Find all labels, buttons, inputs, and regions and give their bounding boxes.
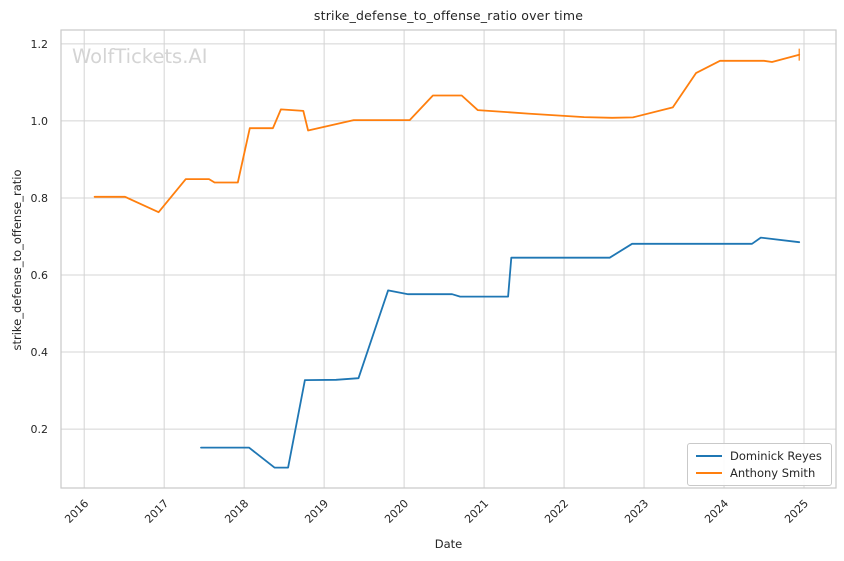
x-tick-label: 2022 <box>542 497 571 526</box>
legend-line-sample-blue <box>696 455 722 457</box>
x-tick-label: 2024 <box>702 497 731 526</box>
y-tick-label: 1.0 <box>31 115 49 128</box>
line-anthony-smith <box>93 53 801 214</box>
x-tick-label: 2025 <box>782 497 811 526</box>
x-tick-label: 2016 <box>62 497 91 526</box>
y-tick-label: 1.2 <box>31 38 49 51</box>
x-tick-label: 2020 <box>382 497 411 526</box>
line-dominick-reyes <box>200 236 801 469</box>
x-axis-label: Date <box>434 537 463 551</box>
plot-border <box>60 29 837 489</box>
x-tick-label: 2023 <box>622 497 651 526</box>
legend-item-anthony-smith: Anthony Smith <box>696 466 822 480</box>
chart-title: strike_defense_to_offense_ratio over tim… <box>313 8 584 23</box>
y-tick-label: 0.8 <box>31 192 49 205</box>
legend-item-dominick-reyes: Dominick Reyes <box>696 449 822 463</box>
y-tick-label: 0.6 <box>31 269 49 282</box>
legend-line-sample-orange <box>696 472 722 474</box>
legend: Dominick Reyes Anthony Smith <box>687 443 832 486</box>
y-tick-label: 0.4 <box>31 346 49 359</box>
y-axis-label: strike_defense_to_offense_ratio <box>10 169 24 351</box>
legend-label: Anthony Smith <box>730 466 816 480</box>
x-tick-label: 2021 <box>462 497 491 526</box>
y-tick-label: 0.2 <box>31 423 49 436</box>
x-tick-label: 2018 <box>222 497 251 526</box>
x-tick-label: 2017 <box>142 497 171 526</box>
legend-label: Dominick Reyes <box>730 449 822 463</box>
x-tick-label: 2019 <box>302 497 331 526</box>
watermark: WolfTickets.AI <box>72 45 208 68</box>
